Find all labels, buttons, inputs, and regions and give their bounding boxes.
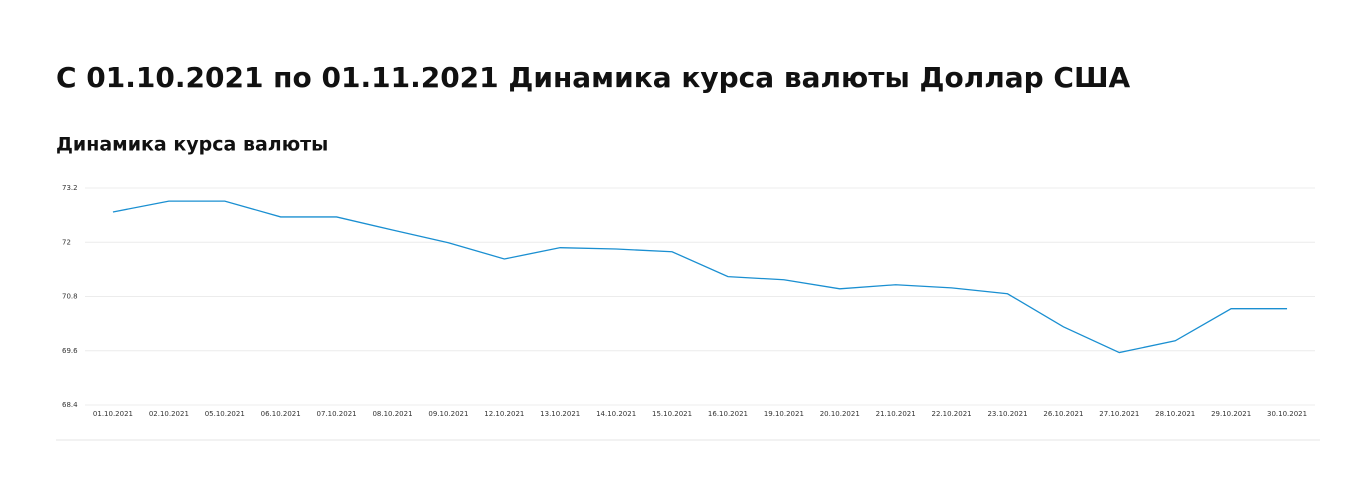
chart-title: Динамика курса валюты	[56, 134, 328, 156]
y-tick-label: 70.8	[62, 293, 78, 301]
x-tick-label: 09.10.2021	[428, 410, 468, 418]
x-tick-label: 02.10.2021	[149, 410, 189, 418]
page-title: С 01.10.2021 по 01.11.2021 Динамика курс…	[56, 61, 1131, 94]
x-tick-label: 19.10.2021	[764, 410, 804, 418]
x-tick-label: 16.10.2021	[708, 410, 748, 418]
x-tick-label: 01.10.2021	[93, 410, 133, 418]
x-tick-label: 06.10.2021	[261, 410, 301, 418]
x-tick-label: 14.10.2021	[596, 410, 636, 418]
y-tick-label: 68.4	[62, 401, 78, 409]
x-tick-label: 27.10.2021	[1099, 410, 1139, 418]
y-tick-label: 73.2	[62, 184, 78, 192]
x-tick-label: 22.10.2021	[932, 410, 972, 418]
y-tick-label: 72	[62, 238, 71, 246]
line	[112, 200, 1288, 354]
x-tick-label: 08.10.2021	[372, 410, 412, 418]
x-tick-label: 21.10.2021	[876, 410, 916, 418]
x-tick-label: 30.10.2021	[1267, 410, 1307, 418]
x-tick-label: 20.10.2021	[820, 410, 860, 418]
x-tick-label: 07.10.2021	[317, 410, 357, 418]
x-tick-label: 23.10.2021	[987, 410, 1027, 418]
x-tick-label: 13.10.2021	[540, 410, 580, 418]
x-tick-label: 26.10.2021	[1043, 410, 1083, 418]
y-tick-label: 69.6	[62, 347, 78, 355]
x-tick-label: 29.10.2021	[1211, 410, 1251, 418]
x-tick-label: 28.10.2021	[1155, 410, 1195, 418]
x-tick-label: 15.10.2021	[652, 410, 692, 418]
x-tick-label: 12.10.2021	[484, 410, 524, 418]
x-tick-label: 05.10.2021	[205, 410, 245, 418]
